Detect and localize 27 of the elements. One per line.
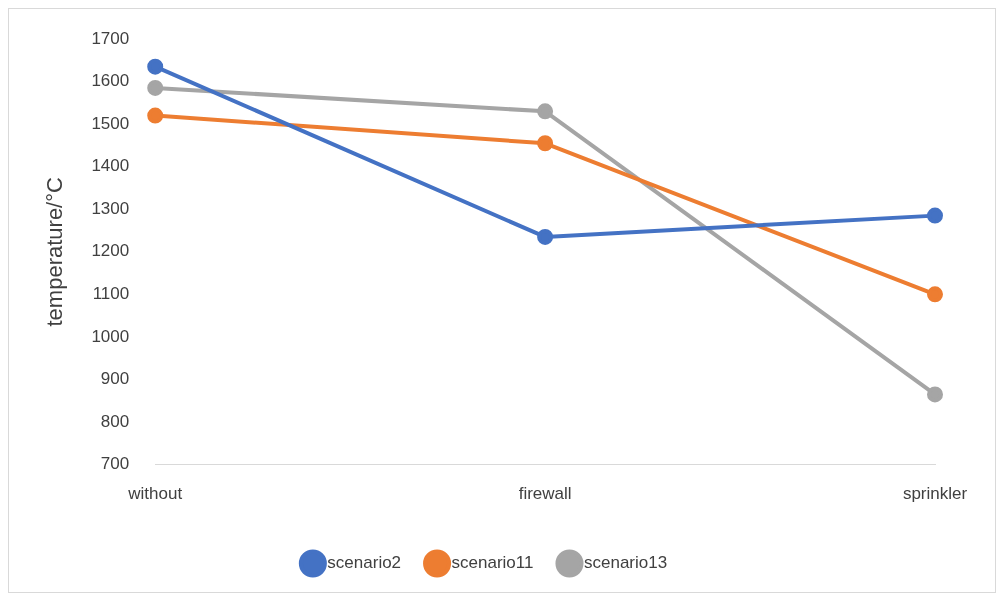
y-tick-label: 1200 [91,241,130,261]
point [927,386,943,403]
y-tick-label: 1600 [91,71,130,91]
x-tick-label: sprinkler [902,484,968,504]
y-tick-label: 900 [100,369,130,389]
point [147,79,164,96]
point [147,107,164,124]
point [537,103,554,120]
y-tick-label: 1500 [91,113,130,133]
point [537,228,554,245]
legend-label: scenario2 [327,553,402,573]
point [147,58,164,75]
x-tick-label: firewall [518,484,572,504]
y-tick-label: 1300 [91,198,130,218]
legend-label: scenario13 [583,553,668,573]
y-tick-label: 1000 [91,326,130,346]
y-tick-label: 700 [100,454,130,474]
legend-label: scenario11 [451,553,534,573]
point [927,286,943,303]
y-axis-title: temperature/°C [42,176,68,327]
y-tick-label: 1400 [91,156,130,176]
y-tick-label: 1700 [91,28,130,48]
x-tick-label: without [127,484,183,504]
point [537,135,554,152]
y-tick-label: 1100 [92,284,130,304]
y-tick-label: 800 [100,411,130,431]
point [927,207,943,224]
